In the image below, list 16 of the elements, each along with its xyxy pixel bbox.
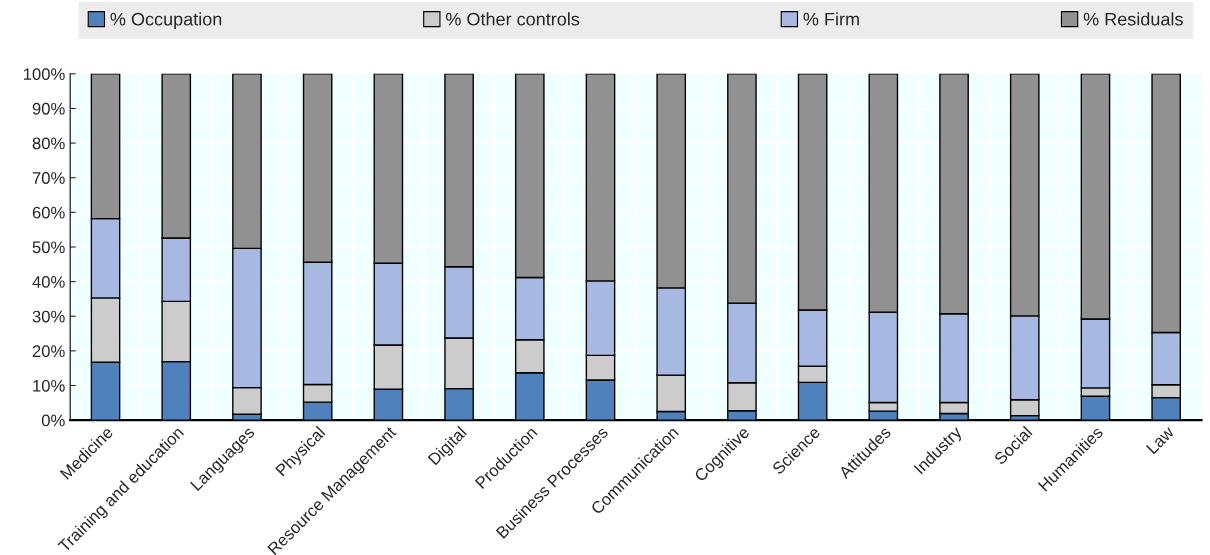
y-tick-label: 90% <box>32 102 65 115</box>
legend-label: % Other controls <box>446 12 580 26</box>
y-tick-label: 10% <box>33 379 65 392</box>
legend-label: % Firm <box>803 12 859 26</box>
y-tick-label: 30% <box>32 310 65 323</box>
y-tick-label: 80% <box>32 137 65 150</box>
x-tick-label: Law <box>1145 425 1175 455</box>
legend-label: % Occupation <box>110 12 222 30</box>
y-tick-label: 100% <box>23 68 65 81</box>
y-tick-label: 0% <box>41 414 65 427</box>
y-tick-label: 20% <box>32 345 65 358</box>
legend-label: % Residuals <box>1083 12 1183 26</box>
y-tick-label: 40% <box>32 276 65 288</box>
y-tick-label: 60% <box>32 206 65 219</box>
y-tick-label: 50% <box>32 241 65 254</box>
y-tick-label: 70% <box>32 172 65 184</box>
